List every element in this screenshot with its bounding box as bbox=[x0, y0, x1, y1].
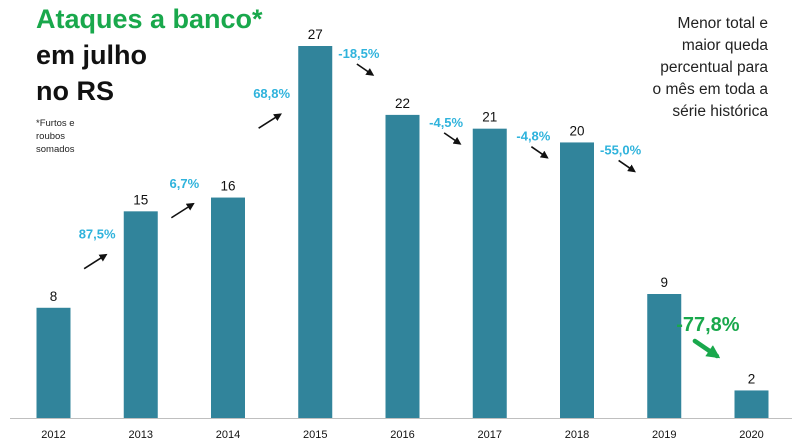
side-note: Menor total e maior queda percentual par… bbox=[588, 13, 768, 123]
x-tick-label: 2019 bbox=[652, 429, 676, 441]
bar bbox=[560, 142, 594, 418]
chart-title: Ataques a banco* bbox=[36, 4, 263, 34]
change-arrow bbox=[443, 132, 462, 145]
change-arrow bbox=[83, 253, 108, 270]
change-arrow bbox=[618, 159, 636, 173]
data-label: 21 bbox=[482, 110, 497, 125]
bar bbox=[472, 128, 507, 418]
data-label: 16 bbox=[220, 179, 235, 194]
change-label: 68,8% bbox=[253, 86, 290, 101]
bar bbox=[385, 114, 420, 418]
x-tick-label: 2013 bbox=[129, 429, 153, 441]
data-label: 8 bbox=[50, 289, 58, 304]
x-tick-label: 2016 bbox=[390, 429, 414, 441]
side-note-line: o mês em toda a bbox=[652, 81, 768, 98]
side-note-line: maior queda bbox=[681, 37, 768, 54]
bar bbox=[123, 211, 158, 418]
data-label: 15 bbox=[133, 192, 148, 207]
change-label: -55,0% bbox=[600, 142, 642, 157]
change-label: 6,7% bbox=[170, 176, 200, 191]
bar bbox=[211, 197, 245, 418]
chart-title-line-2: em julho bbox=[36, 40, 148, 70]
data-label: 22 bbox=[395, 96, 410, 111]
side-note-line: Menor total e bbox=[677, 15, 768, 32]
bar bbox=[734, 390, 769, 418]
data-label: 9 bbox=[660, 275, 668, 290]
bar bbox=[36, 307, 71, 418]
footnote-line: somados bbox=[36, 144, 75, 155]
change-label: 87,5% bbox=[79, 227, 116, 242]
x-tick-label: 2015 bbox=[303, 429, 327, 441]
change-label: -4,5% bbox=[429, 115, 463, 130]
footnote: *Furtos e roubos somados bbox=[36, 117, 106, 156]
x-tick-label: 2018 bbox=[565, 429, 589, 441]
change-arrow bbox=[170, 202, 195, 219]
x-tick-label: 2014 bbox=[216, 429, 240, 441]
data-label: 2 bbox=[748, 371, 756, 386]
change-label: -4,8% bbox=[516, 129, 550, 144]
side-note-line: série histórica bbox=[672, 103, 768, 120]
side-note-line: percentual para bbox=[660, 59, 768, 76]
data-label: 20 bbox=[569, 123, 584, 138]
change-arrow bbox=[258, 113, 282, 129]
change-arrow bbox=[530, 146, 549, 159]
bar bbox=[647, 294, 682, 418]
bar bbox=[298, 46, 333, 418]
x-tick-label: 2017 bbox=[478, 429, 502, 441]
change-arrow bbox=[692, 338, 721, 359]
x-tick-label: 2012 bbox=[41, 429, 65, 441]
change-label: -77,8% bbox=[676, 314, 740, 336]
change-arrow bbox=[356, 63, 375, 76]
chart-title-line-3: no RS bbox=[36, 76, 114, 106]
change-label: -18,5% bbox=[338, 46, 380, 61]
footnote-line: *Furtos e bbox=[36, 118, 75, 129]
data-label: 27 bbox=[308, 27, 323, 42]
footnote-line: roubos bbox=[36, 131, 66, 142]
x-tick-label: 2020 bbox=[739, 429, 763, 441]
